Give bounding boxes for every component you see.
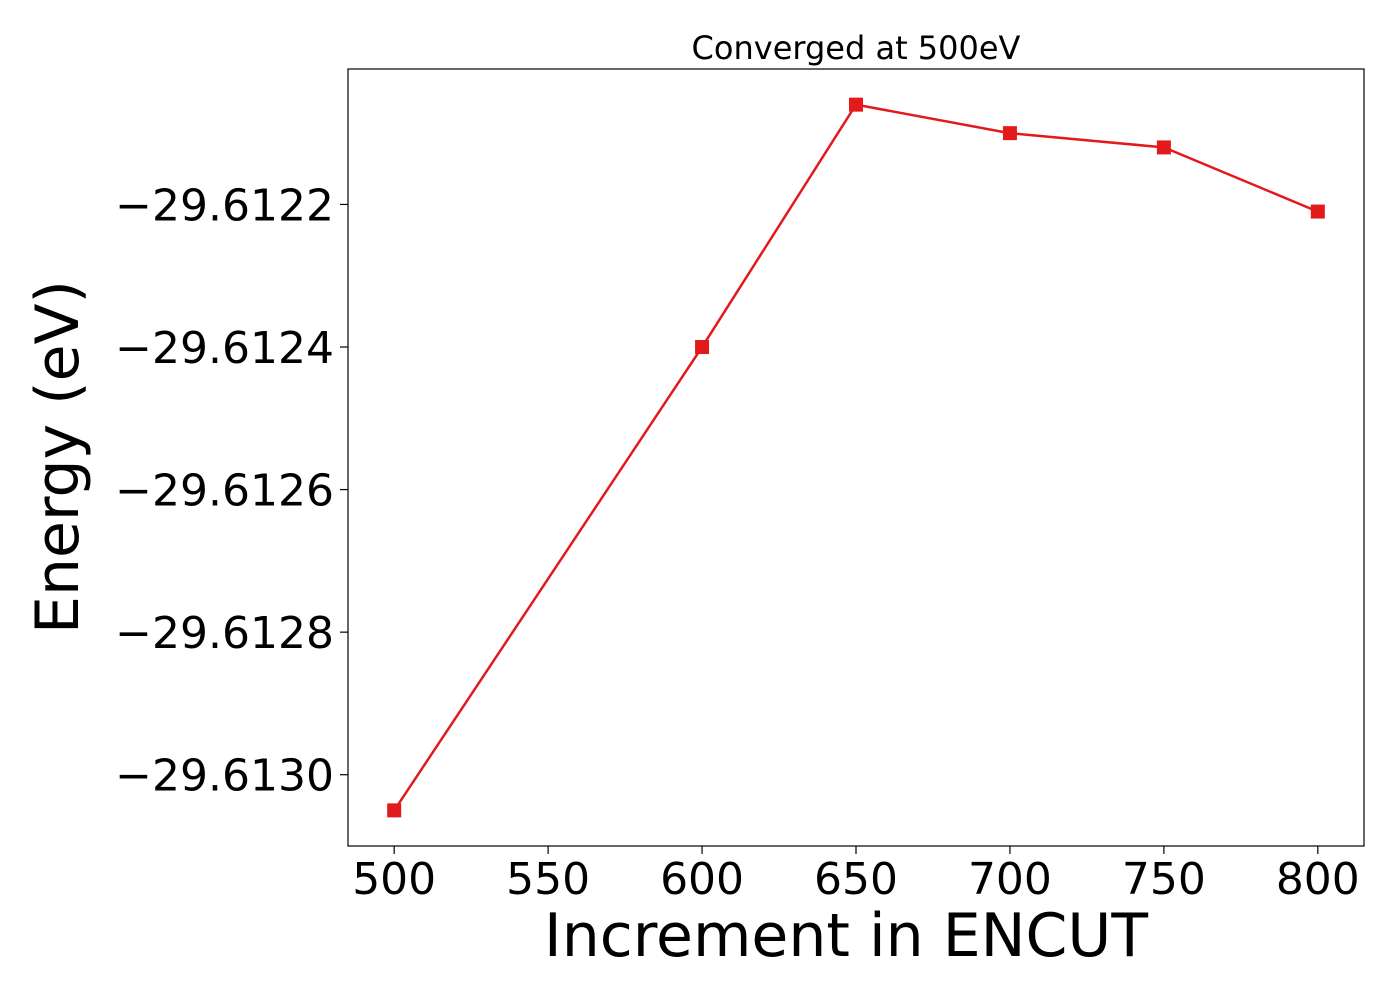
y-tick-label: −29.6126 <box>115 466 334 517</box>
y-tick-label: −29.6130 <box>115 751 334 802</box>
data-point <box>695 340 710 355</box>
x-tick-label: 800 <box>1276 854 1360 905</box>
x-axis-label: Increment in ENCUT <box>544 901 1148 971</box>
x-tick-label: 500 <box>352 854 436 905</box>
series-layer <box>387 97 1325 818</box>
x-tick-label: 550 <box>506 854 590 905</box>
data-point <box>1310 204 1325 219</box>
data-point <box>387 803 402 818</box>
plot-area <box>347 68 1365 847</box>
chart-title: Converged at 500eV <box>692 29 1021 67</box>
data-point <box>1002 126 1017 141</box>
y-axis-label: Energy (eV) <box>23 280 93 634</box>
x-axis-ticks: 500 550 600 650 700 750 800 <box>352 846 1360 905</box>
series-line <box>393 103 1319 812</box>
x-tick-label: 750 <box>1122 854 1206 905</box>
data-point <box>1156 140 1171 155</box>
y-tick-label: −29.6128 <box>115 608 334 659</box>
y-axis-ticks: −29.6122 −29.6124 −29.6126 −29.6128 −29.6130 <box>115 180 348 802</box>
y-tick-label: −29.6122 <box>115 180 334 231</box>
data-point <box>849 97 863 112</box>
x-tick-label: 650 <box>814 854 898 905</box>
plot-frame <box>347 68 1365 847</box>
x-tick-label: 600 <box>660 854 744 905</box>
y-tick-label: −29.6124 <box>115 323 334 374</box>
x-tick-label: 700 <box>968 854 1052 905</box>
